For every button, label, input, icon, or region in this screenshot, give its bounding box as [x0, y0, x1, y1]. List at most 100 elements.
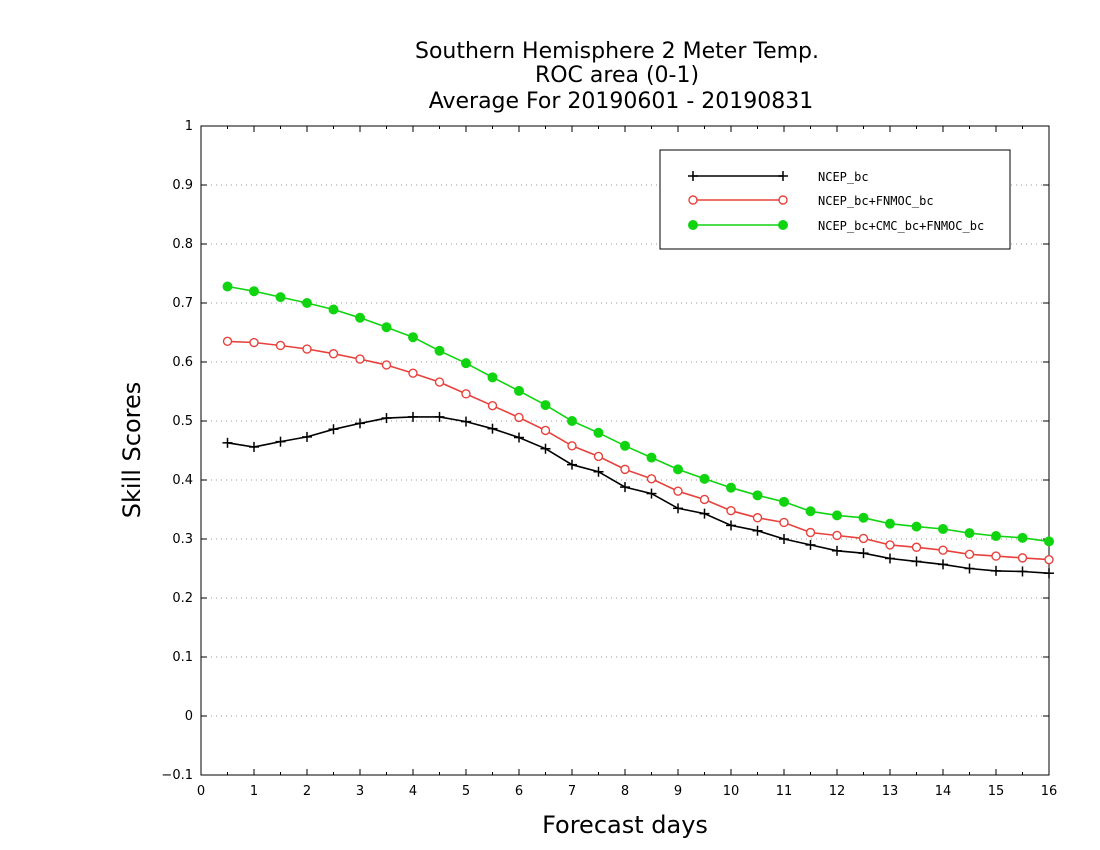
legend-sample-ncep-bc-fnmoc-bc [688, 195, 788, 205]
legend: NCEP_bc NCEP_bc+FNMOC_bc NCEP_bc+CMC_bc+… [659, 149, 1011, 250]
data-point-ncep-bc [911, 556, 922, 567]
legend-label-ncep-bc-cmc-bc-fnmoc-bc: NCEP_bc+CMC_bc+FNMOC_bc [818, 219, 984, 233]
data-point-ncep-bc-cmc-bc-fnmoc-bc [673, 464, 683, 475]
data-point-ncep-bc [302, 431, 312, 442]
x-axis-title: Forecast days [542, 811, 708, 839]
data-point-ncep-bc [540, 443, 551, 454]
data-point-ncep-bc-fnmoc-bc [673, 486, 683, 496]
data-point-ncep-bc-fnmoc-bc [938, 545, 948, 555]
data-point-ncep-bc-fnmoc-bc [1017, 553, 1028, 563]
y-tick-label: 0.6 [172, 355, 193, 370]
data-point-ncep-bc-fnmoc-bc [328, 349, 339, 359]
legend-label-ncep-bc-fnmoc-bc: NCEP_bc+FNMOC_bc [818, 194, 934, 208]
legend-marker [688, 220, 698, 230]
y-tick-label: −0.1 [161, 768, 193, 783]
data-point-ncep-bc-fnmoc-bc [381, 360, 392, 370]
data-point-ncep-bc [1044, 568, 1054, 579]
x-tick-label: 13 [882, 784, 899, 799]
data-point-ncep-bc-cmc-bc-fnmoc-bc [726, 482, 736, 493]
data-point-ncep-bc [381, 413, 392, 424]
series-layer [222, 281, 1054, 579]
data-point-ncep-bc-fnmoc-bc [805, 527, 816, 538]
data-point-ncep-bc [275, 436, 286, 447]
data-point-ncep-bc-fnmoc-bc [275, 340, 286, 351]
x-tick-label: 6 [515, 784, 523, 799]
data-point-ncep-bc-fnmoc-bc [964, 549, 975, 560]
x-tick-label: 7 [568, 784, 576, 799]
data-point-ncep-bc-fnmoc-bc [222, 336, 233, 347]
data-point-ncep-bc [514, 432, 524, 443]
data-point-ncep-bc [461, 416, 471, 427]
data-point-ncep-bc [593, 466, 604, 477]
series-ncep-bc-cmc-bc-fnmoc-bc [222, 281, 1054, 547]
data-point-ncep-bc-cmc-bc-fnmoc-bc [461, 358, 471, 369]
data-point-ncep-bc-fnmoc-bc [991, 551, 1001, 561]
chart-title-line-1: Southern Hemisphere 2 Meter Temp. [415, 39, 819, 64]
x-tick-label: 11 [776, 784, 793, 799]
data-point-ncep-bc [328, 424, 339, 435]
y-tick-label: 0 [185, 709, 193, 724]
data-point-ncep-bc-fnmoc-bc [620, 464, 630, 475]
data-point-ncep-bc-cmc-bc-fnmoc-bc [222, 281, 233, 292]
x-tick-label: 0 [197, 784, 205, 799]
data-point-ncep-bc-cmc-bc-fnmoc-bc [1017, 532, 1028, 543]
x-tick-label: 9 [674, 784, 682, 799]
x-tick-label: 1 [250, 784, 258, 799]
data-point-ncep-bc [408, 411, 418, 422]
legend-sample-ncep-bc-cmc-bc-fnmoc-bc [688, 220, 788, 230]
x-tick-label: 15 [988, 784, 1005, 799]
chart-title-line-3: Average For 20190601 - 20190831 [429, 89, 814, 114]
y-tick-labels: −0.1 0 0.1 0.2 0.3 0.4 0.5 0.6 0.7 0.8 0.9 1 [161, 119, 193, 783]
data-point-ncep-bc-cmc-bc-fnmoc-bc [938, 523, 948, 534]
data-point-ncep-bc [805, 539, 816, 550]
y-tick-label: 0.7 [172, 296, 193, 311]
data-point-ncep-bc-cmc-bc-fnmoc-bc [1044, 536, 1054, 547]
data-point-ncep-bc-cmc-bc-fnmoc-bc [540, 400, 551, 411]
data-point-ncep-bc [699, 508, 710, 519]
data-point-ncep-bc-cmc-bc-fnmoc-bc [328, 304, 339, 315]
data-point-ncep-bc-cmc-bc-fnmoc-bc [302, 298, 312, 308]
data-point-ncep-bc [991, 565, 1001, 576]
legend-samples [688, 171, 788, 230]
data-point-ncep-bc-fnmoc-bc [1044, 554, 1054, 565]
data-point-ncep-bc-cmc-bc-fnmoc-bc [514, 385, 524, 396]
series-line-ncep-bc [227, 416, 1050, 574]
legend-sample-ncep-bc [688, 171, 788, 181]
y-tick-label: 1 [185, 119, 193, 134]
data-point-ncep-bc-cmc-bc-fnmoc-bc [355, 312, 365, 323]
data-point-ncep-bc-cmc-bc-fnmoc-bc [991, 531, 1001, 542]
data-point-ncep-bc [832, 545, 842, 556]
x-tick-label: 4 [409, 784, 417, 799]
data-point-ncep-bc-fnmoc-bc [832, 530, 842, 541]
data-point-ncep-bc-cmc-bc-fnmoc-bc [805, 506, 816, 517]
legend-label-ncep-bc: NCEP_bc [818, 170, 869, 184]
data-point-ncep-bc-cmc-bc-fnmoc-bc [752, 490, 763, 501]
data-point-ncep-bc-fnmoc-bc [355, 354, 365, 364]
y-tick-label: 0.3 [172, 532, 193, 547]
data-point-ncep-bc-cmc-bc-fnmoc-bc [249, 286, 259, 297]
data-point-ncep-bc [673, 503, 683, 514]
data-point-ncep-bc [355, 418, 365, 429]
data-point-ncep-bc-fnmoc-bc [514, 412, 524, 423]
data-point-ncep-bc-fnmoc-bc [408, 368, 418, 378]
data-point-ncep-bc-cmc-bc-fnmoc-bc [487, 372, 498, 383]
data-point-ncep-bc [726, 520, 736, 531]
x-tick-label: 10 [723, 784, 740, 799]
x-tick-label: 12 [829, 784, 846, 799]
data-point-ncep-bc [620, 482, 630, 493]
data-point-ncep-bc-cmc-bc-fnmoc-bc [408, 332, 418, 343]
y-tick-label: 0.5 [172, 414, 193, 429]
data-point-ncep-bc-cmc-bc-fnmoc-bc [858, 512, 869, 523]
series-line-ncep-bc-cmc-bc-fnmoc-bc [227, 285, 1050, 543]
data-point-ncep-bc-fnmoc-bc [911, 542, 922, 552]
x-tick-label: 3 [356, 784, 364, 799]
x-tick-label: 8 [621, 784, 629, 799]
data-point-ncep-bc [858, 548, 869, 559]
data-point-ncep-bc [885, 553, 895, 564]
data-point-ncep-bc [249, 441, 259, 452]
data-point-ncep-bc [487, 423, 498, 434]
data-point-ncep-bc-fnmoc-bc [487, 400, 498, 411]
x-tick-label: 16 [1041, 784, 1058, 799]
legend-marker [688, 195, 698, 205]
